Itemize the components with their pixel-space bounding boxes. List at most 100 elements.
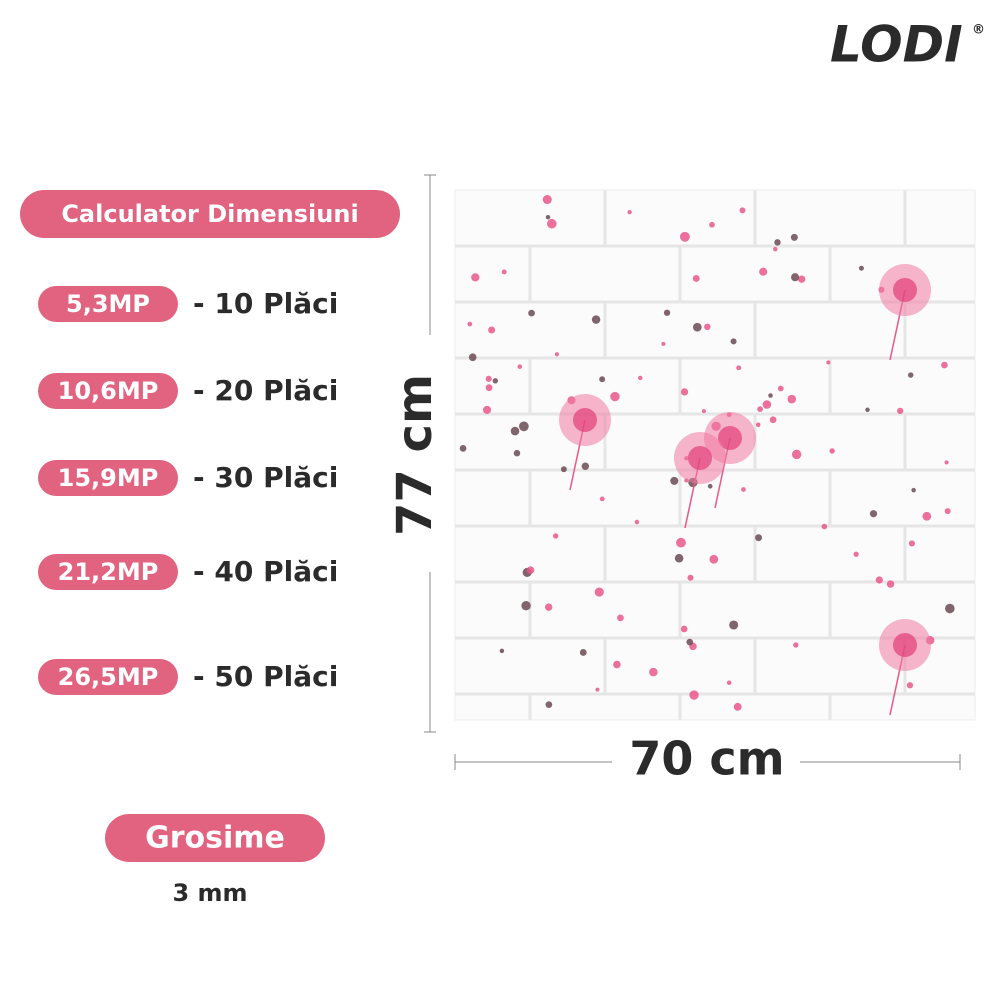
flower: [897, 407, 904, 415]
flower: [790, 233, 798, 241]
width-dimension: 70 cm: [454, 732, 961, 786]
flower: [911, 487, 916, 493]
flower: [692, 275, 700, 282]
flower: [545, 214, 551, 220]
flower: [787, 394, 797, 404]
flower: [670, 476, 679, 485]
height-label: 77 cm: [387, 374, 443, 536]
dandelion-core: [688, 446, 712, 470]
flower: [581, 462, 590, 470]
flower: [741, 487, 746, 492]
flower: [769, 416, 777, 424]
flower: [687, 574, 694, 581]
height-dimension: 77 cm: [387, 174, 443, 733]
flower: [853, 551, 859, 557]
brand-mark: ®: [972, 23, 985, 38]
flower: [774, 239, 781, 246]
count-label: - 50 Plăci: [193, 660, 338, 693]
area-label: 10,6MP: [58, 377, 159, 405]
flower: [689, 690, 699, 700]
flower: [680, 625, 688, 633]
flower: [944, 460, 949, 465]
flower: [709, 221, 715, 228]
flower: [941, 361, 948, 369]
flower: [755, 422, 761, 428]
calculator-rows: 5,3MP - 10 Plăci 10,6MP - 20 Plăci 15,9MP - 3…: [38, 286, 338, 695]
thickness-label: Grosime: [145, 821, 285, 856]
flower: [542, 195, 552, 205]
flower: [591, 315, 601, 324]
flower: [768, 393, 773, 398]
flower: [599, 496, 605, 502]
flower: [739, 207, 746, 214]
flower: [762, 400, 772, 409]
flower: [676, 537, 686, 548]
flower: [467, 321, 473, 327]
flower: [627, 209, 632, 215]
flower: [595, 687, 600, 692]
flower: [797, 275, 806, 283]
dandelion-core: [718, 426, 742, 450]
flower: [517, 364, 523, 369]
flower: [869, 510, 878, 518]
flower: [617, 614, 624, 622]
flower: [560, 466, 567, 473]
flower: [777, 385, 784, 392]
thickness-pill: [105, 814, 325, 862]
flower: [726, 680, 732, 686]
flower: [663, 309, 671, 316]
flower: [526, 566, 535, 574]
flower: [729, 620, 739, 630]
flower: [709, 554, 719, 564]
count-label: - 20 Plăci: [193, 374, 338, 407]
flower: [736, 365, 742, 371]
flower: [638, 375, 643, 381]
flower: [544, 603, 553, 611]
flower: [579, 649, 587, 656]
flower: [552, 533, 559, 539]
flower: [661, 341, 666, 346]
title-pill: [20, 190, 400, 238]
flower: [821, 523, 828, 530]
flower: [757, 406, 763, 413]
flower: [674, 553, 684, 563]
flower: [922, 511, 932, 521]
flower: [704, 323, 711, 331]
flower: [485, 375, 492, 382]
area-pill: [38, 554, 178, 590]
area-pill: [38, 659, 178, 695]
dandelion-core: [893, 633, 917, 657]
flower: [492, 378, 498, 384]
flower: [649, 667, 658, 677]
flower: [518, 421, 529, 432]
area-label: 21,2MP: [58, 558, 159, 586]
area-label: 5,3MP: [66, 290, 150, 318]
area-pill: [38, 460, 178, 496]
area-label: 26,5MP: [58, 663, 159, 691]
dandelion-core: [573, 408, 597, 432]
flower: [634, 519, 640, 525]
flower: [906, 682, 914, 689]
flower: [513, 449, 521, 457]
flower: [501, 269, 507, 275]
flower: [545, 701, 553, 708]
flower: [791, 273, 800, 282]
flower: [692, 322, 702, 332]
area-pill: [38, 286, 178, 322]
flower: [528, 309, 535, 317]
flower: [686, 638, 694, 646]
flower: [773, 246, 778, 252]
flower: [945, 603, 955, 614]
flower: [554, 352, 560, 357]
count-label: - 40 Plăci: [193, 555, 338, 588]
flower: [468, 353, 477, 362]
flower: [701, 409, 706, 414]
flower: [875, 576, 883, 584]
flower: [793, 642, 799, 648]
flower: [826, 360, 831, 365]
brand-name: LODI: [830, 16, 963, 74]
flower: [759, 267, 768, 276]
flower: [482, 405, 492, 414]
flower: [730, 338, 737, 345]
